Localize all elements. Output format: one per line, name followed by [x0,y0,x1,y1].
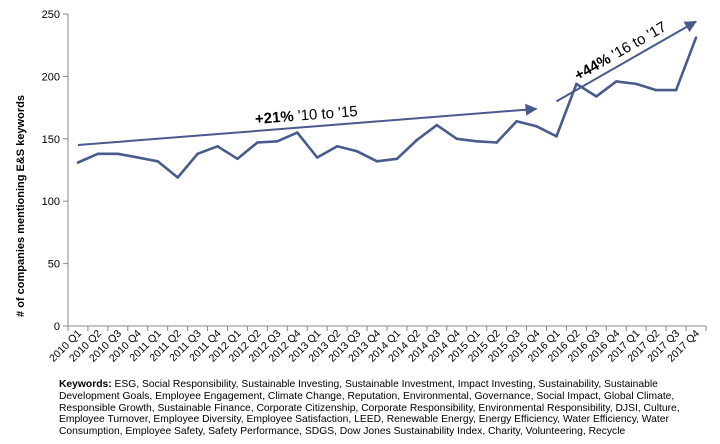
data-point [335,144,339,148]
data-point [575,82,578,86]
data-point [196,152,199,156]
annotations: +21% '10 to '15 +44% '16 to '17 [77,19,697,147]
data-point [415,138,419,142]
data-point [535,125,538,128]
y-tick-label: 100 [42,196,60,208]
data-point [136,156,140,159]
data-point [375,159,379,163]
y-tick-label: 50 [48,259,60,271]
trend-label-period: '10 to '15 [293,103,358,125]
data-point [674,88,678,92]
data-point [634,82,638,86]
data-point [315,156,319,159]
data-point [475,139,479,143]
y-axis-label: # of companies mentioning E&S keywords [15,95,27,317]
keywords-footnote: Keywords: ESG, Social Responsibility, Su… [59,379,695,438]
data-point [495,141,498,144]
data-point [435,123,439,127]
data-point [515,120,518,123]
data-point [395,157,399,161]
data-point [176,176,179,179]
data-point [694,36,698,40]
data-point [216,144,219,148]
data-point [555,135,558,138]
keywords-label: Keywords: [59,379,112,390]
y-tick-label: 150 [42,134,60,146]
series-layer [76,36,698,179]
trend-arrow [77,103,538,147]
series-line [77,37,698,179]
data-point [614,80,618,83]
data-point [116,152,120,156]
trend-arrow [555,20,697,103]
y-tick-label: 200 [42,71,60,83]
data-point [654,88,658,92]
y-tick-label: 250 [42,9,60,21]
keywords-text: ESG, Social Responsibility, Sustainable … [59,379,680,438]
data-point [96,152,100,156]
data-point [455,137,459,141]
data-point [236,157,239,161]
trend-label: +44% '16 to '17 [572,19,670,85]
data-point [355,149,359,153]
y-axis-ticks: 0 50 100 150 200 250 [42,9,68,333]
data-point [276,139,279,143]
trend-label: +21% '10 to '15 [254,103,358,128]
y-tick-label: 0 [54,321,60,333]
trend-label-percent: +21% [254,108,294,128]
data-point [256,141,259,144]
data-point [595,95,598,98]
data-point [76,161,80,164]
data-point [156,159,160,163]
data-point [295,131,299,134]
